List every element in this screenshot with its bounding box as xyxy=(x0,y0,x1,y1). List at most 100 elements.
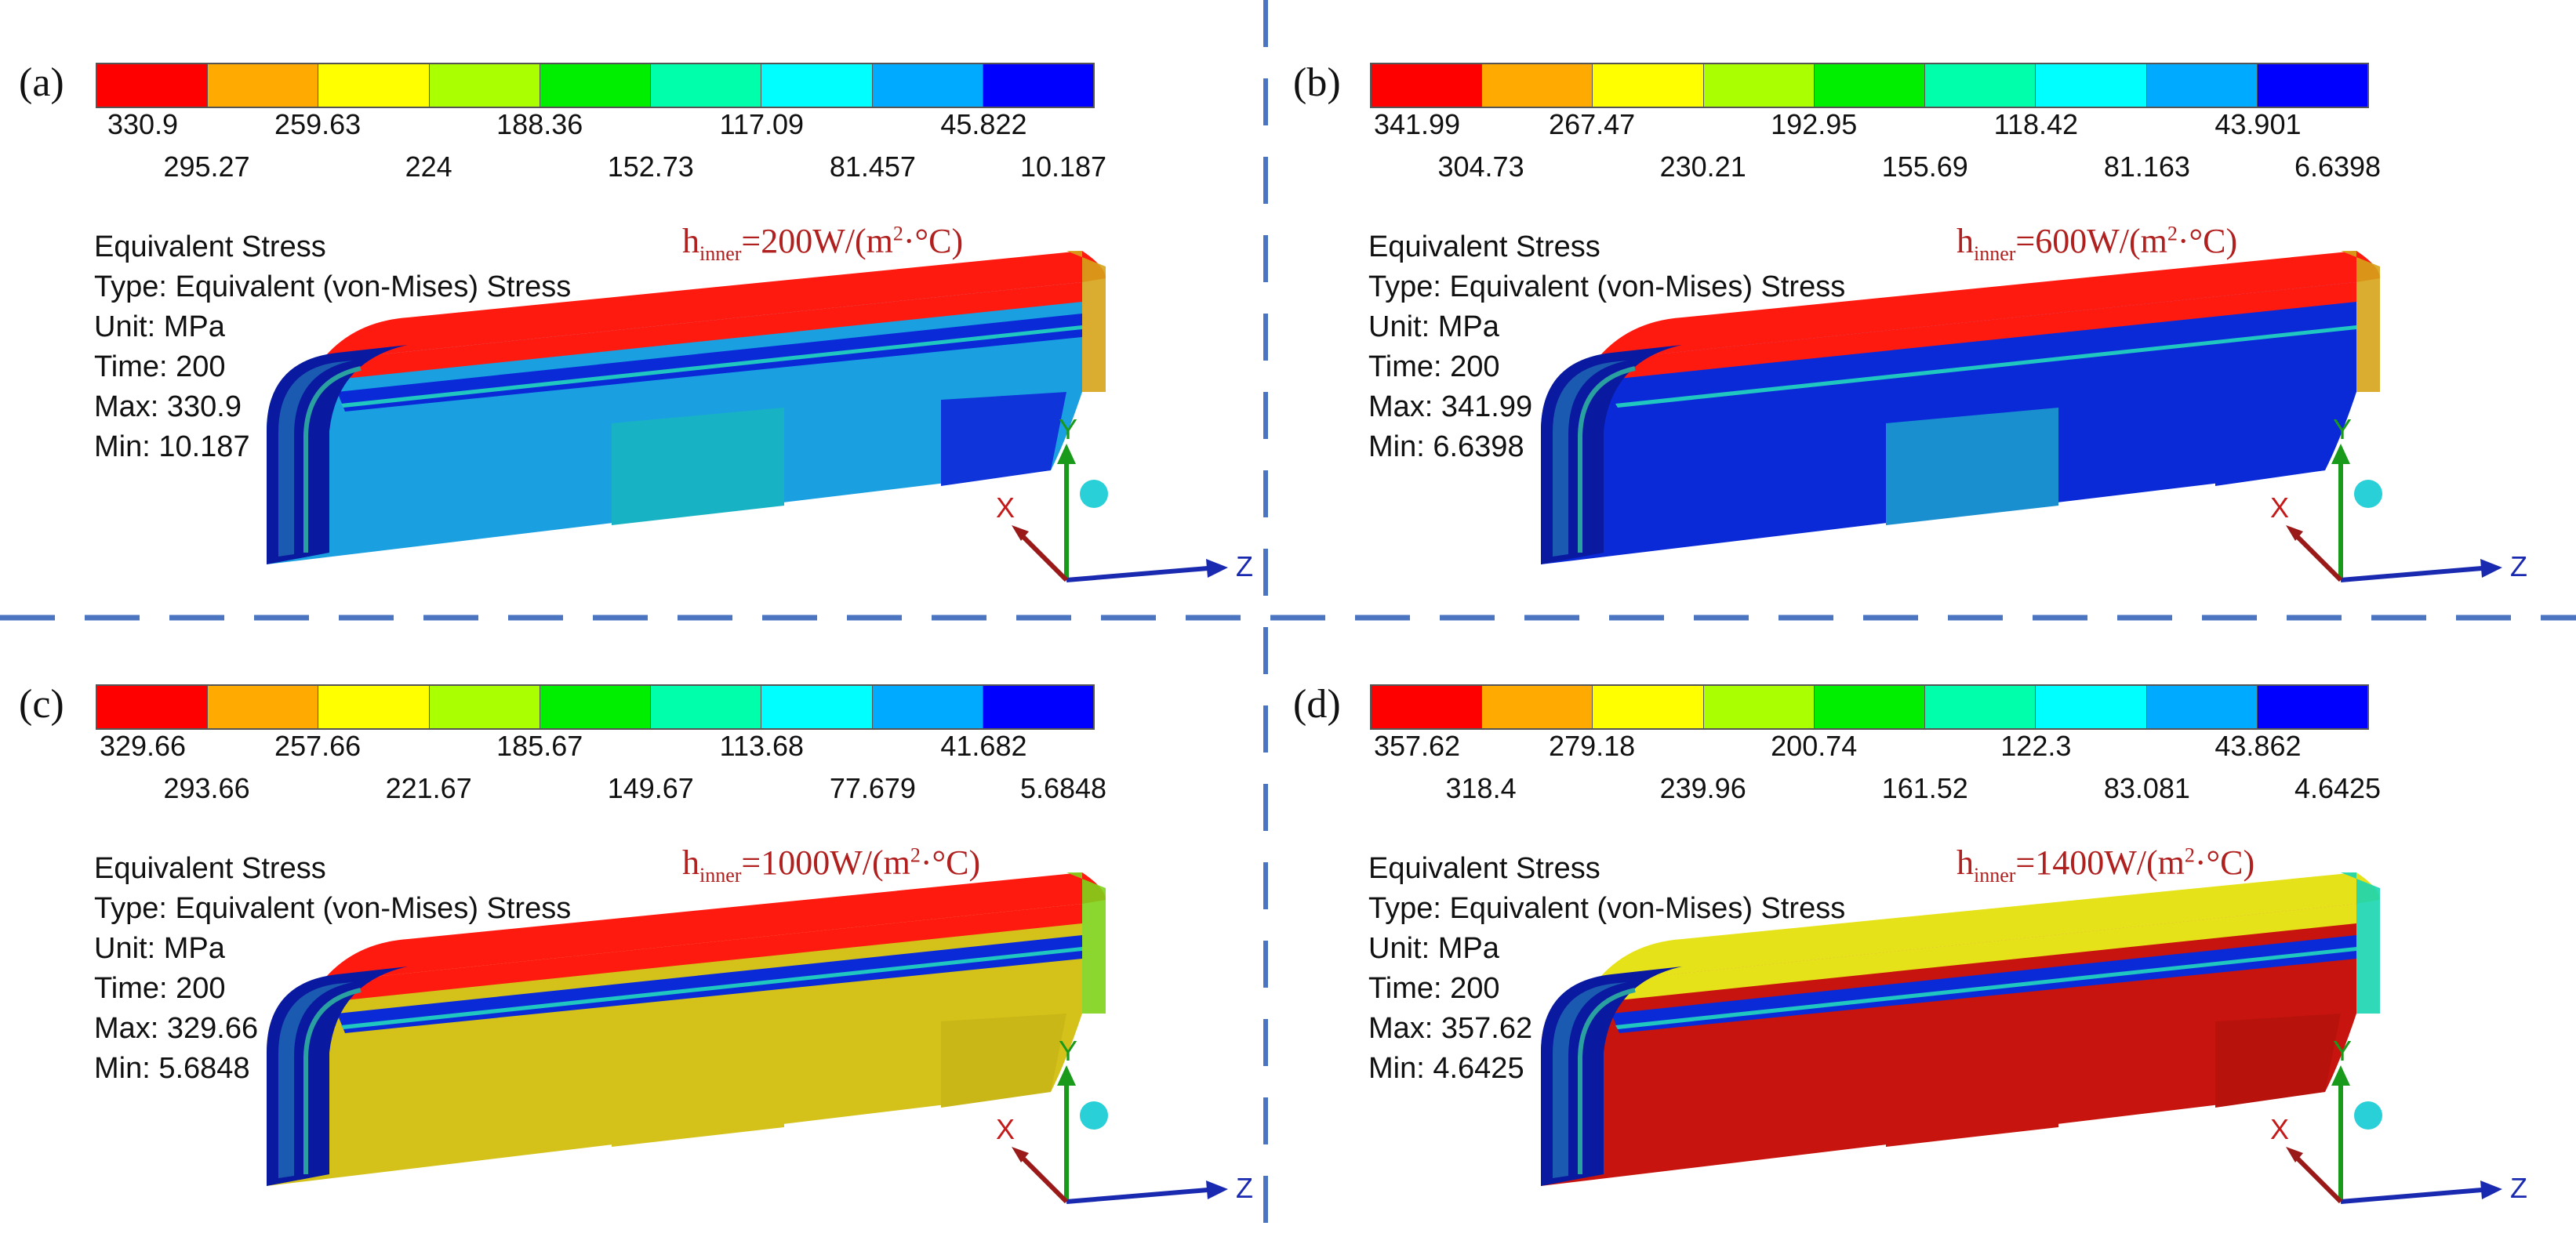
legend-swatch xyxy=(1482,64,1593,107)
legend-tick-label: 118.42 xyxy=(1993,108,2079,140)
result-time: Time: 200 xyxy=(1368,350,1500,383)
result-max: Max: 357.62 xyxy=(1368,1012,1533,1045)
x-axis-label: X xyxy=(2270,1113,2289,1145)
result-max: Max: 330.9 xyxy=(94,390,242,423)
legend-swatch xyxy=(318,64,430,107)
panel-d: (d) 357.62 318.4 279.18 239.96 200.74 161.52 12… xyxy=(1274,622,2562,1243)
model-end-ring xyxy=(278,361,353,557)
result-min: Min: 6.6398 xyxy=(1368,430,1524,463)
z-axis-arrowhead xyxy=(1206,1181,1228,1199)
legend-tick-label: 43.901 xyxy=(2214,108,2302,140)
legend-tick-label: 239.96 xyxy=(1659,772,1746,804)
legend-swatch xyxy=(540,686,652,728)
legend-tick-label: 267.47 xyxy=(1549,108,1636,140)
model-end-cap xyxy=(1066,251,1106,392)
model-end-section xyxy=(1541,967,1682,1186)
model-top-face-lower xyxy=(322,904,1082,1002)
result-unit: Unit: MPa xyxy=(1368,310,1499,343)
legend-swatch xyxy=(540,64,652,107)
legend-tick-label: 10.187 xyxy=(1019,151,1107,183)
legend-tick-label: 117.09 xyxy=(719,108,805,140)
x-axis-arrowhead xyxy=(1012,1147,1029,1162)
y-axis-label: Y xyxy=(1059,415,1077,445)
legend-swatch xyxy=(1593,64,1704,107)
z-axis-label: Z xyxy=(2510,1172,2527,1204)
legend-swatch xyxy=(651,64,762,107)
x-axis-arrow xyxy=(2291,1152,2343,1204)
result-time: Time: 200 xyxy=(94,972,226,1005)
coordinate-triad: X Y Z xyxy=(996,415,1253,582)
legend-tick-label: 188.36 xyxy=(496,108,583,140)
model-side-band xyxy=(1886,1029,2058,1147)
model-end-section xyxy=(1541,345,1682,564)
x-axis-arrow xyxy=(2291,531,2343,582)
legend-tick-label: 304.73 xyxy=(1437,151,1524,183)
legend-tick-label: 293.66 xyxy=(163,772,250,804)
panel-c: (c) 329.66 293.66 257.66 221.67 185.67 149.67 1… xyxy=(0,622,1288,1243)
result-max: Max: 341.99 xyxy=(1368,390,1533,423)
x-axis-arrowhead xyxy=(2286,1147,2303,1162)
legend-swatch xyxy=(97,686,209,728)
legend-tick-label: 259.63 xyxy=(274,108,362,140)
legend-swatch xyxy=(983,64,1093,107)
result-max: Max: 329.66 xyxy=(94,1012,259,1045)
model-top-face xyxy=(1596,251,2380,361)
legend-tick-label: 155.69 xyxy=(1881,151,1968,183)
model-stripe-light xyxy=(341,325,1082,408)
color-legend-bar xyxy=(1370,684,2369,730)
z-axis-arrowhead xyxy=(2480,1181,2502,1199)
legend-tick-label: 200.74 xyxy=(1771,730,1858,762)
coordinate-triad: X Y Z xyxy=(996,1037,1253,1204)
result-time: Time: 200 xyxy=(94,350,226,383)
model-side-band xyxy=(1886,408,2058,525)
model-stripe-light xyxy=(1615,325,2356,408)
stress-contour-model xyxy=(267,872,1106,1186)
legend-tick-label: 224 xyxy=(405,151,452,183)
legend-tick-label: 152.73 xyxy=(607,151,694,183)
legend-tick-label: 43.862 xyxy=(2214,730,2302,762)
legend-tick-label: 330.9 xyxy=(107,108,179,140)
result-title: Equivalent Stress xyxy=(1368,230,1600,263)
model-end-ring xyxy=(278,982,353,1178)
view-origin-sphere xyxy=(1080,480,1108,508)
legend-tick-label: 41.682 xyxy=(940,730,1027,762)
model-end-ring xyxy=(1578,366,1636,553)
legend-tick-label: 4.6425 xyxy=(2294,772,2382,804)
x-axis-arrow xyxy=(1017,1152,1069,1204)
heat-transfer-coefficient-label: hinner=600W/(m2·°C) xyxy=(1957,222,2238,265)
model-end-section xyxy=(267,967,408,1186)
y-axis-arrowhead xyxy=(2331,444,2350,464)
x-axis-arrowhead xyxy=(1012,525,1029,541)
legend-tick-label: 113.68 xyxy=(719,730,805,762)
x-axis-label: X xyxy=(996,491,1015,524)
result-unit: Unit: MPa xyxy=(1368,932,1499,965)
y-axis-arrowhead xyxy=(1057,444,1076,464)
result-type: Type: Equivalent (von-Mises) Stress xyxy=(1368,892,1846,925)
model-top-face-lower xyxy=(1596,282,2356,380)
heat-transfer-coefficient-label: hinner=1400W/(m2·°C) xyxy=(1957,843,2255,887)
legend-tick-label: 83.081 xyxy=(2103,772,2190,804)
color-legend-bar xyxy=(96,63,1095,108)
legend-swatch xyxy=(2036,686,2147,728)
legend-tick-label: 81.163 xyxy=(2103,151,2190,183)
legend-tick-label: 341.99 xyxy=(1373,108,1461,140)
x-axis-arrow xyxy=(1017,531,1069,582)
coordinate-triad: X Y Z xyxy=(2270,1037,2527,1204)
legend-swatch xyxy=(2146,64,2258,107)
model-top-face xyxy=(1596,872,2380,982)
model-end-section xyxy=(267,345,408,564)
legend-tick-label: 5.6848 xyxy=(1019,772,1107,804)
vertical-divider xyxy=(1263,0,1268,1244)
z-axis-arrowhead xyxy=(2480,559,2502,578)
y-axis-label: Y xyxy=(1059,1037,1077,1067)
z-axis-arrowhead xyxy=(1206,559,1228,578)
heat-transfer-coefficient-label: hinner=200W/(m2·°C) xyxy=(682,222,964,265)
legend-tick-label: 257.66 xyxy=(274,730,362,762)
result-type: Type: Equivalent (von-Mises) Stress xyxy=(1368,270,1846,303)
y-axis-arrowhead xyxy=(2331,1065,2350,1086)
legend-tick-label: 149.67 xyxy=(607,772,694,804)
legend-tick-label: 6.6398 xyxy=(2294,151,2382,183)
model-side-band xyxy=(941,1014,1066,1108)
legend-swatch xyxy=(429,64,540,107)
legend-swatch xyxy=(1593,686,1704,728)
